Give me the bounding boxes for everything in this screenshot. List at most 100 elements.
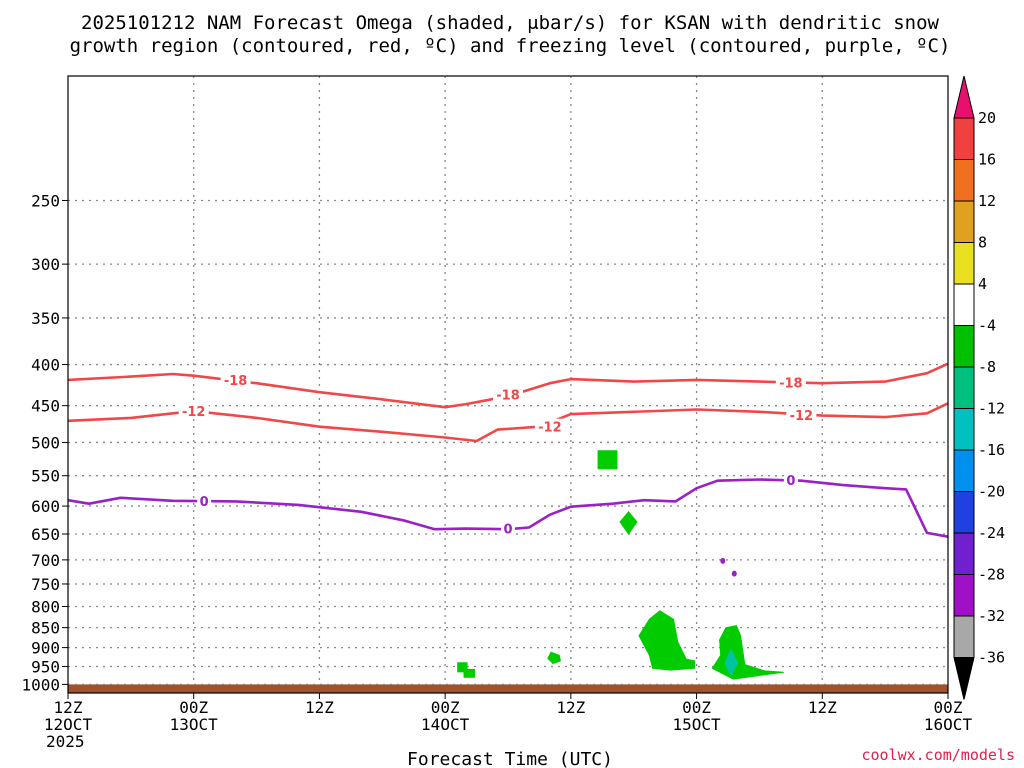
contour-line-freezing-level [67,478,949,538]
plot-area: -18 -18 -18 -12 -12 -12 0 0 0 [67,75,949,694]
colorbar-segment-4 [953,242,975,285]
omega-blob-2 [619,511,638,535]
x-tick-label-7-line-1: 00Z [934,698,963,717]
y-tick-label-600: 600 [31,497,60,516]
colorbar-segment-8 [953,408,975,451]
y-tick-label-1000: 1000 [21,675,60,694]
ground-below-surface [68,684,948,693]
colorbar-level-13: -36 [978,649,1005,667]
colorbar-level-7: -12 [978,400,1005,418]
colorbar-level-11: -28 [978,566,1005,584]
contour-label-freezing-level-1: 0 [503,523,512,538]
x-tick-label-1-line-1: 00Z [179,698,208,717]
y-tick-label-550: 550 [31,467,60,486]
contour-label-bg-minus-18-0 [220,371,251,387]
colorbar-level-2: 12 [978,192,996,210]
contour-label-bg-freezing-level-2 [783,472,798,488]
y-tick-label-400: 400 [31,356,60,375]
x-tick-label-3-line-1: 00Z [431,698,460,717]
contour-label-minus-12-0: -12 [182,405,206,420]
contour-label-bg-minus-18-2 [775,374,806,390]
y-tick-label-950: 950 [31,657,60,676]
y-tick-label-500: 500 [31,433,60,452]
colorbar-level-4: 4 [978,275,987,293]
colorbar-segment-1 [953,117,975,160]
chart-title-line-2: growth region (contoured, red, ºC) and f… [70,35,951,57]
colorbar-top-arrow [953,75,975,119]
grid-layer [68,76,948,686]
plot-frame [67,75,949,694]
x-tick-label-2-line-1: 12Z [305,698,334,717]
colorbar-level-9: -20 [978,483,1005,501]
x-tick-label-4-line-1: 12Z [556,698,585,717]
y-tick-label-450: 450 [31,397,60,416]
omega-speck-2 [731,570,737,577]
contour-label-freezing-level-2: 0 [786,474,795,489]
y-tick-label-900: 900 [31,639,60,658]
contour-line-minus-12 [67,402,949,443]
y-tick-label-750: 750 [31,575,60,594]
colorbar-segment-10 [953,491,975,534]
colorbar-level-6: -8 [978,358,996,376]
y-tick-label-250: 250 [31,191,60,210]
x-tick-label-0-line-3: 2025 [46,732,85,751]
x-tick-label-5-line-1: 00Z [682,698,711,717]
colorbar-segment-3 [953,200,975,243]
colorbar: 20 16 12 8 4 -4 -8 -12 -16 -20 -24 -28 -32 -36 [953,75,1005,700]
x-tick-label-1-line-2: 13OCT [170,715,219,734]
y-axis-pressure: 2503003504004505005506006507007508008509… [21,191,68,694]
colorbar-level-1: 16 [978,151,996,169]
colorbar-bottom-arrow [953,657,975,700]
colorbar-level-12: -32 [978,607,1005,625]
contour-layer: -18 -18 -18 -12 -12 -12 0 0 0 [67,362,949,538]
x-axis-label: Forecast Time (UTC) [407,749,613,768]
contour-label-bg-freezing-level-1 [501,520,515,536]
colorbar-level-0: 20 [978,109,996,127]
contour-label-minus-18-0: -18 [224,374,248,389]
contour-label-bg-minus-12-1 [534,418,565,434]
contour-label-freezing-level-0: 0 [200,495,209,510]
contour-label-minus-18-2: -18 [779,376,803,391]
contour-label-minus-12-2: -12 [790,409,814,424]
colorbar-segment-13 [953,615,975,658]
omega-blob-4 [711,625,784,680]
colorbar-level-8: -16 [978,441,1005,459]
x-tick-label-5-line-2: 15OCT [672,715,721,734]
x-tick-label-7-line-2: 16OCT [924,715,973,734]
y-tick-label-650: 650 [31,525,60,544]
contour-label-bg-minus-12-2 [786,406,817,422]
colorbar-segment-11 [953,532,975,575]
colorbar-segment-2 [953,159,975,202]
x-tick-label-0-line-2: 12OCT [44,715,93,734]
colorbar-segment-12 [953,574,975,617]
omega-blob-6 [547,651,561,664]
y-tick-label-350: 350 [31,309,60,328]
omega-blob-1 [597,450,618,470]
ground-layer [68,684,948,693]
contour-label-bg-minus-12-0 [178,403,209,419]
omega-blob-5 [724,649,738,676]
colorbar-level-3: 8 [978,234,987,252]
omega-shading-layer [457,450,784,680]
y-tick-label-850: 850 [31,619,60,638]
contour-label-minus-18-1: -18 [496,389,520,404]
x-tick-label-6-line-1: 12Z [808,698,837,717]
colorbar-segment-7 [953,366,975,409]
contour-label-bg-freezing-level-0 [197,492,212,508]
y-tick-label-800: 800 [31,597,60,616]
chart-title-line-1: 2025101212 NAM Forecast Omega (shaded, μ… [81,12,939,34]
y-tick-label-300: 300 [31,255,60,274]
colorbar-segment-6 [953,325,975,368]
colorbar-level-10: -24 [978,524,1005,542]
credit-text: coolwx.com/models [861,746,1015,764]
omega-blob-8 [463,668,475,678]
x-tick-label-3-line-2: 14OCT [421,715,470,734]
y-tick-label-700: 700 [31,551,60,570]
omega-blob-3 [638,610,695,671]
contour-label-bg-minus-18-1 [493,386,523,402]
x-tick-label-0-line-1: 12Z [54,698,83,717]
colorbar-segment-9 [953,449,975,492]
contour-label-minus-12-1: -12 [538,421,562,436]
